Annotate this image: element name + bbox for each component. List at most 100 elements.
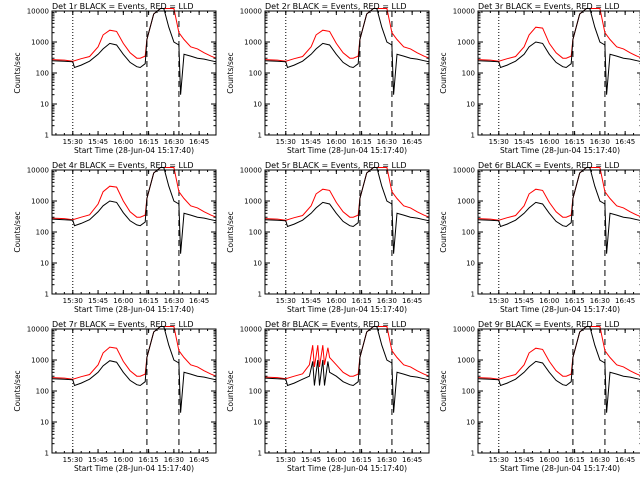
plot-frame — [477, 169, 640, 295]
x-tick-label: 15:30 — [63, 297, 83, 305]
x-tick-label: 16:30 — [377, 297, 397, 305]
panel-title: Det 3r BLACK = Events, RED = LLD — [478, 2, 620, 11]
x-tick-label: 16:45 — [402, 456, 422, 464]
x-tick-label: 16:00 — [326, 297, 346, 305]
detector-panel: 1 10 100 1000 10000 15:30 15:45 16:00 16:15 16:30… — [226, 2, 430, 155]
x-tick-label: 16:15 — [352, 456, 372, 464]
events-rate-line — [52, 8, 216, 95]
x-tick-label: 15:30 — [63, 456, 83, 464]
y-tick-label: 10 — [466, 419, 475, 427]
y-tick-label: 1000 — [244, 39, 262, 47]
lld-rate-line — [478, 326, 640, 380]
y-tick-label: 1000 — [31, 39, 49, 47]
x-tick-label: 16:45 — [615, 297, 635, 305]
x-tick-label: 16:30 — [377, 138, 397, 146]
x-axis-label: Start Time (28-Jun-04 15:17:40) — [287, 464, 407, 473]
x-tick-label: 16:00 — [539, 456, 559, 464]
detector-panel: 1 10 100 1000 10000 15:30 15:45 16:00 16:15 16:30… — [439, 320, 640, 473]
y-tick-label: 100 — [462, 388, 475, 396]
y-tick-label: 10 — [466, 101, 475, 109]
x-tick-label: 15:30 — [276, 456, 296, 464]
y-axis-label: Counts/sec — [226, 52, 235, 93]
x-tick-label: 16:30 — [164, 138, 184, 146]
x-axis-label: Start Time (28-Jun-04 15:17:40) — [74, 146, 194, 155]
events-rate-line — [265, 8, 429, 95]
y-tick-label: 10000 — [27, 167, 49, 175]
y-tick-label: 100 — [462, 70, 475, 78]
plot-frame — [264, 169, 430, 295]
x-tick-label: 15:45 — [514, 297, 534, 305]
lld-rate-line — [52, 8, 216, 62]
panel-title: Det 6r BLACK = Events, RED = LLD — [478, 161, 620, 170]
x-axis-label: Start Time (28-Jun-04 15:17:40) — [500, 146, 620, 155]
y-tick-label: 100 — [249, 229, 262, 237]
events-rate-line — [478, 167, 640, 254]
y-tick-label: 10000 — [453, 326, 475, 334]
y-axis-label: Counts/sec — [439, 370, 448, 411]
x-tick-label: 15:30 — [489, 297, 509, 305]
x-tick-label: 15:45 — [301, 138, 321, 146]
detector-panel: 1 10 100 1000 10000 15:30 15:45 16:00 16:15 16:30… — [439, 2, 640, 155]
x-tick-label: 16:30 — [377, 456, 397, 464]
y-tick-label: 100 — [36, 70, 49, 78]
y-tick-label: 10000 — [27, 326, 49, 334]
y-tick-label: 100 — [249, 70, 262, 78]
x-tick-label: 16:15 — [139, 297, 159, 305]
x-tick-label: 16:15 — [139, 138, 159, 146]
panel-title: Det 8r BLACK = Events, RED = LLD — [265, 320, 407, 329]
lld-rate-line — [265, 8, 429, 62]
y-axis-label: Counts/sec — [13, 52, 22, 93]
x-tick-label: 16:00 — [113, 297, 133, 305]
plot-frame — [51, 169, 217, 295]
x-tick-label: 16:15 — [565, 297, 585, 305]
y-tick-label: 1000 — [457, 39, 475, 47]
x-tick-label: 15:45 — [301, 297, 321, 305]
y-tick-label: 1000 — [31, 198, 49, 206]
y-axis-label: Counts/sec — [13, 370, 22, 411]
x-tick-label: 16:45 — [402, 138, 422, 146]
plot-frame — [477, 328, 640, 454]
y-tick-label: 10 — [40, 101, 49, 109]
x-tick-label: 16:30 — [590, 456, 610, 464]
detector-panel: 1 10 100 1000 10000 15:30 15:45 16:00 16:15 16:30… — [13, 161, 217, 314]
y-tick-label: 1 — [471, 291, 475, 299]
x-tick-label: 15:45 — [301, 456, 321, 464]
x-tick-label: 16:00 — [326, 138, 346, 146]
y-tick-label: 100 — [36, 388, 49, 396]
y-tick-label: 10000 — [453, 8, 475, 16]
lld-rate-line — [478, 8, 640, 62]
x-tick-label: 16:30 — [164, 297, 184, 305]
y-tick-label: 1 — [45, 132, 49, 140]
y-axis-label: Counts/sec — [226, 370, 235, 411]
y-tick-label: 10 — [40, 260, 49, 268]
y-axis-label: Counts/sec — [439, 52, 448, 93]
x-tick-label: 16:15 — [352, 138, 372, 146]
events-rate-line — [478, 326, 640, 413]
x-axis-label: Start Time (28-Jun-04 15:17:40) — [500, 305, 620, 314]
y-tick-label: 1 — [258, 450, 262, 458]
x-tick-label: 15:45 — [88, 138, 108, 146]
x-tick-label: 15:45 — [88, 456, 108, 464]
y-tick-label: 1000 — [31, 357, 49, 365]
x-axis-label: Start Time (28-Jun-04 15:17:40) — [287, 146, 407, 155]
x-tick-label: 16:45 — [189, 138, 209, 146]
plot-frame — [264, 10, 430, 136]
x-tick-label: 16:30 — [164, 456, 184, 464]
y-tick-label: 10 — [253, 419, 262, 427]
y-tick-label: 1 — [258, 291, 262, 299]
lld-rate-line — [52, 326, 216, 380]
panel-title: Det 9r BLACK = Events, RED = LLD — [478, 320, 620, 329]
x-tick-label: 16:00 — [539, 138, 559, 146]
x-tick-label: 16:00 — [326, 456, 346, 464]
y-tick-label: 1000 — [457, 198, 475, 206]
y-tick-label: 1 — [471, 132, 475, 140]
panel-title: Det 1r BLACK = Events, RED = LLD — [52, 2, 194, 11]
events-rate-line — [52, 167, 216, 254]
y-tick-label: 10 — [253, 260, 262, 268]
panel-title: Det 5r BLACK = Events, RED = LLD — [265, 161, 407, 170]
y-tick-label: 10000 — [240, 326, 262, 334]
x-tick-label: 16:00 — [113, 138, 133, 146]
panel-title: Det 2r BLACK = Events, RED = LLD — [265, 2, 407, 11]
x-tick-label: 15:45 — [514, 456, 534, 464]
